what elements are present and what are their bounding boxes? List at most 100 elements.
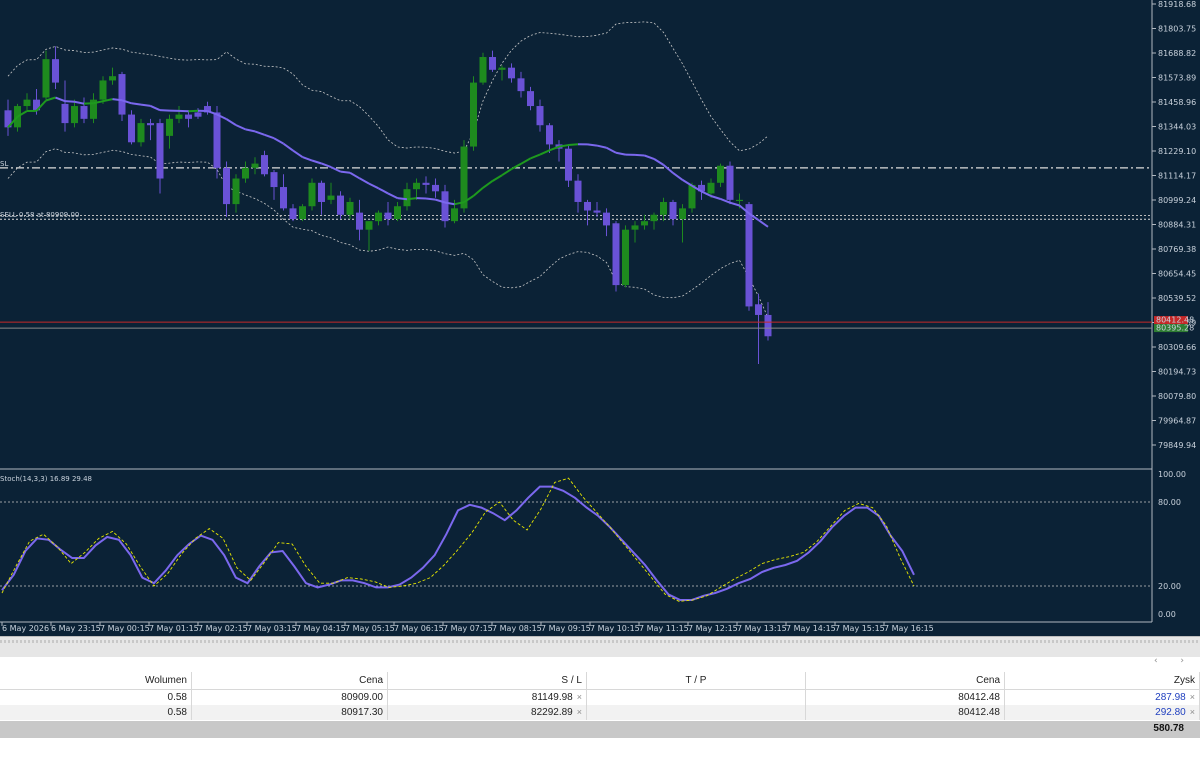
- candle-body: [71, 106, 78, 124]
- ma-segment: [264, 133, 275, 140]
- col-price[interactable]: Cena: [191, 672, 388, 690]
- candle-body: [698, 184, 705, 192]
- time-tick-label: 7 May 04:15: [296, 624, 346, 633]
- price-tick-label: 80194.73: [1158, 368, 1196, 377]
- row-sl[interactable]: 82292.89 ×: [387, 705, 587, 720]
- col-tp[interactable]: T / P: [586, 672, 806, 690]
- candle-body: [204, 106, 211, 113]
- ma-segment: [568, 143, 579, 147]
- time-tick-label: 7 May 13:15: [737, 624, 787, 633]
- time-tick-label: 7 May 03:15: [247, 624, 297, 633]
- time-axis: 6 May 2026 6 May 23:15 7 May 00:15 7 May 01…: [1, 622, 934, 633]
- candle-body: [175, 114, 183, 119]
- ma-segment: [112, 98, 123, 102]
- tab-scroll-arrows[interactable]: ‹ ›: [1153, 656, 1194, 666]
- price-tick-label: 80769.38: [1158, 245, 1196, 254]
- ma-segment: [140, 103, 151, 107]
- candle-body: [194, 112, 202, 117]
- ma-segment: [482, 180, 494, 189]
- ma-segment: [150, 104, 161, 112]
- candle-body: [679, 208, 686, 220]
- candle-body: [308, 182, 316, 207]
- candlestick-series: [4, 46, 772, 364]
- ma-segment: [349, 171, 361, 180]
- candle-body: [631, 225, 639, 230]
- splitter-grip[interactable]: [0, 640, 1200, 643]
- ma-segment: [16, 110, 28, 118]
- row-tp[interactable]: [586, 689, 806, 705]
- ma-segment: [121, 99, 132, 105]
- candle-body: [232, 178, 240, 205]
- close-position-icon[interactable]: ×: [1189, 692, 1195, 702]
- ma-segment: [435, 198, 446, 204]
- ma-segment: [672, 172, 684, 181]
- price-tick-label: 81458.96: [1158, 98, 1196, 107]
- ma-segment: [757, 219, 769, 228]
- stochastic-pane: 100.00 80.00 20.00 0.00: [0, 470, 1186, 619]
- close-position-icon[interactable]: ×: [1189, 707, 1195, 717]
- candle-body: [460, 146, 468, 209]
- lower-band: [7, 148, 769, 318]
- time-tick-label: 7 May 05:15: [345, 624, 395, 633]
- candle-body: [669, 201, 677, 220]
- chart-canvas[interactable]: 81918.68 81803.75 81688.82 81573.89 81458.96…: [0, 0, 1200, 636]
- candle-body: [584, 201, 591, 211]
- ma-segment: [444, 201, 455, 206]
- time-tick-label: 7 May 15:15: [835, 624, 885, 633]
- ma-segment: [710, 195, 721, 200]
- ma-segment: [587, 143, 598, 147]
- table-row[interactable]: 0.58 80909.00 81149.98 × 80412.48 287.98 ×: [0, 689, 1200, 705]
- col-volume[interactable]: Wolumen: [0, 672, 192, 690]
- candle-body: [109, 76, 116, 81]
- candle-body: [99, 80, 107, 100]
- terminal-splitter[interactable]: [0, 636, 1200, 657]
- ma-segment: [472, 187, 484, 197]
- ma-segment: [681, 179, 693, 187]
- positions-table: Wolumen Cena S / L T / P Cena Zysk 0.58 …: [0, 672, 1200, 720]
- candle-body: [498, 67, 506, 70]
- remove-sl-icon[interactable]: ×: [576, 692, 582, 702]
- bollinger-bands: [7, 21, 769, 318]
- candle-body: [403, 189, 411, 207]
- row-tp[interactable]: [586, 705, 806, 720]
- candle-body: [736, 199, 743, 202]
- ma-segment: [273, 137, 284, 145]
- remove-sl-icon[interactable]: ×: [576, 707, 582, 717]
- price-tick-label: 81803.75: [1158, 25, 1196, 34]
- candle-body: [42, 59, 50, 98]
- ma-segment: [93, 100, 104, 105]
- chart-window[interactable]: 81918.68 81803.75 81688.82 81573.89 81458.96…: [0, 0, 1200, 636]
- candle-body: [61, 103, 69, 124]
- price-tick-label: 81573.89: [1158, 74, 1196, 83]
- row-sl[interactable]: 81149.98 ×: [387, 689, 587, 705]
- col-profit[interactable]: Zysk: [1004, 672, 1200, 690]
- candle-body: [80, 106, 88, 119]
- ask-tag: [1154, 324, 1188, 333]
- ma-segment: [102, 98, 113, 103]
- ma-segment: [64, 100, 75, 103]
- candle-body: [574, 180, 582, 202]
- candle-body: [688, 184, 696, 209]
- row-profit-value: 287.98: [1155, 692, 1186, 703]
- col-sl[interactable]: S / L: [387, 672, 587, 690]
- stoch-level-label: 20.00: [1158, 582, 1181, 591]
- order-lines[interactable]: [0, 167, 1152, 220]
- candle-body: [270, 172, 278, 188]
- ma-segment: [378, 187, 389, 195]
- ma-segment: [606, 146, 617, 154]
- time-tick-label: 6 May 23:15: [51, 624, 101, 633]
- ma-segment: [662, 164, 674, 174]
- col-tp-label: T / P: [685, 675, 707, 686]
- candle-body: [166, 118, 173, 136]
- table-row[interactable]: 0.58 80917.30 82292.89 × 80412.48 292.80 ×: [0, 705, 1200, 720]
- time-tick-label: 7 May 11:15: [639, 624, 689, 633]
- price-tick-label: 80539.52: [1158, 294, 1196, 303]
- candle-body: [726, 165, 734, 200]
- ma-segment: [188, 109, 199, 113]
- ma-segment: [311, 159, 322, 165]
- candle-body: [33, 99, 40, 111]
- candle-body: [384, 212, 392, 220]
- col-current-price[interactable]: Cena: [805, 672, 1005, 690]
- ma-segment: [644, 154, 655, 160]
